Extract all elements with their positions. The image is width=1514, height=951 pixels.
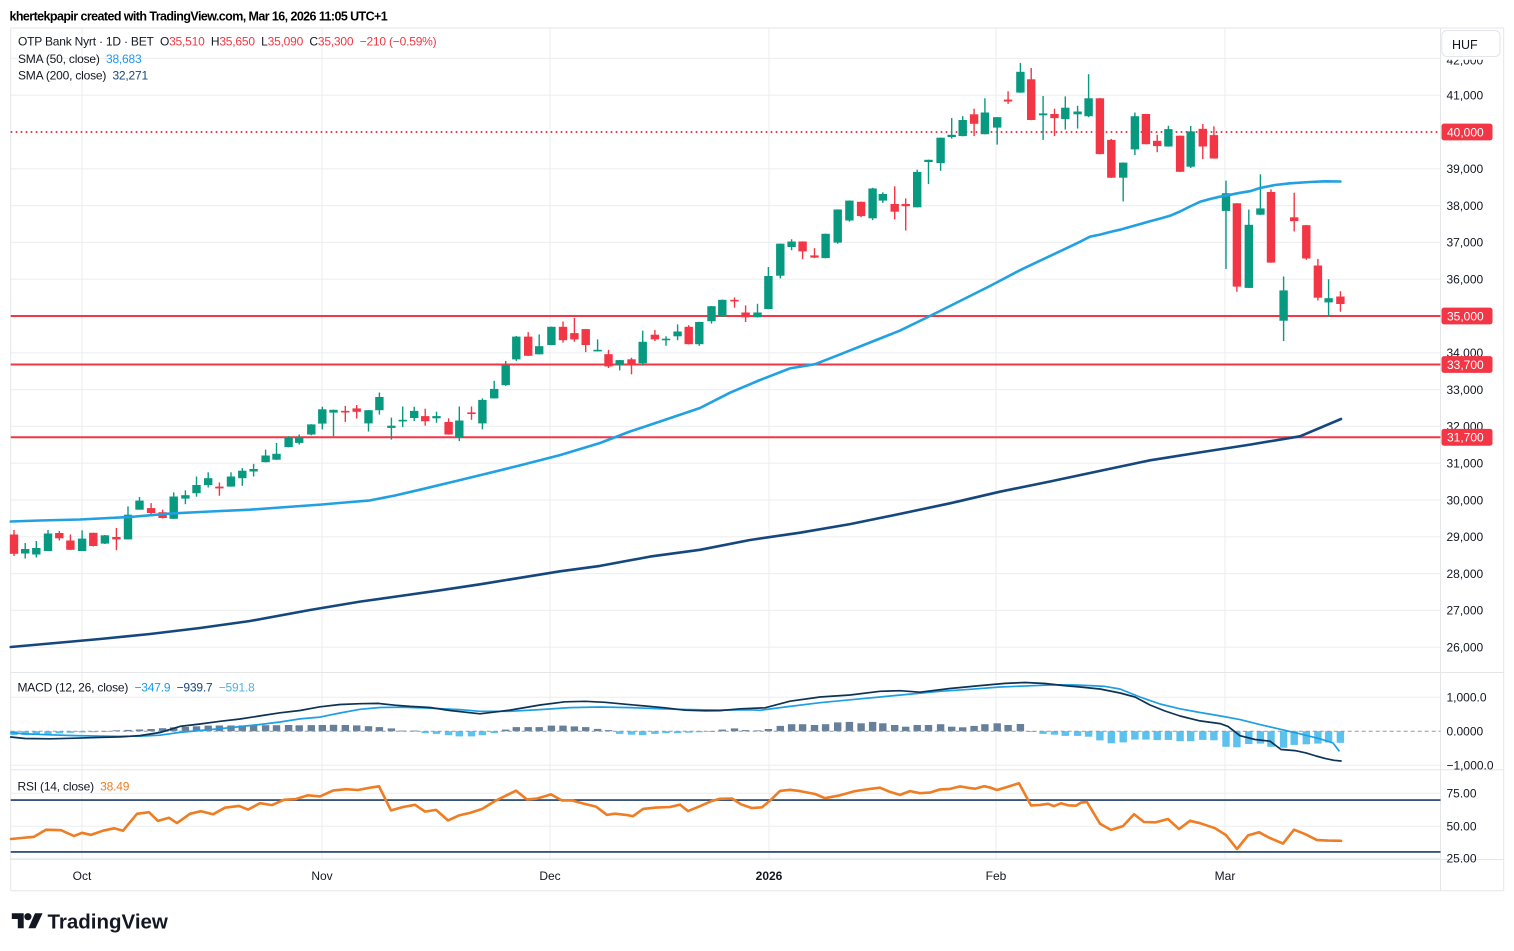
svg-text:42,000: 42,000	[1447, 54, 1484, 68]
svg-text:33,000: 33,000	[1447, 383, 1484, 397]
svg-text:RSI (14, close) 38.49: RSI (14, close) 38.49	[18, 780, 130, 794]
svg-text:Feb: Feb	[986, 869, 1007, 883]
svg-text:50.00: 50.00	[1447, 820, 1477, 834]
svg-text:31,000: 31,000	[1447, 457, 1484, 471]
svg-text:41,000: 41,000	[1447, 89, 1484, 103]
svg-text:0.0000: 0.0000	[1447, 725, 1484, 739]
svg-text:28,000: 28,000	[1447, 567, 1484, 581]
svg-text:OTP Bank Nyrt · 1D · BET O35,: OTP Bank Nyrt · 1D · BET O35,510 H35,650…	[18, 35, 437, 49]
svg-text:31,700: 31,700	[1447, 431, 1484, 445]
svg-text:35,000: 35,000	[1447, 309, 1484, 323]
svg-text:1,000.0: 1,000.0	[1447, 691, 1487, 705]
svg-text:HUF: HUF	[1452, 38, 1478, 52]
svg-text:33,700: 33,700	[1447, 358, 1484, 372]
svg-text:SMA (50, close) 38,683: SMA (50, close) 38,683	[18, 52, 142, 66]
svg-text:−1,000.0: −1,000.0	[1447, 759, 1494, 773]
svg-text:30,000: 30,000	[1447, 493, 1484, 507]
svg-text:25.00: 25.00	[1447, 852, 1477, 866]
svg-text:SMA (200, close) 32,271: SMA (200, close) 32,271	[18, 68, 148, 82]
svg-text:Oct: Oct	[73, 869, 92, 883]
svg-text:Nov: Nov	[311, 869, 332, 883]
svg-text:36,000: 36,000	[1447, 273, 1484, 287]
svg-text:26,000: 26,000	[1447, 641, 1484, 655]
svg-text:75.00: 75.00	[1447, 787, 1477, 801]
svg-text:29,000: 29,000	[1447, 530, 1484, 544]
svg-text:Mar: Mar	[1215, 869, 1236, 883]
svg-text:khertekpapir created with Trad: khertekpapir created with TradingView.co…	[10, 10, 388, 24]
svg-text:2026: 2026	[756, 869, 783, 883]
svg-text:40,000: 40,000	[1447, 125, 1484, 139]
svg-text:39,000: 39,000	[1447, 162, 1484, 176]
svg-text:TradingView: TradingView	[48, 911, 168, 934]
svg-text:27,000: 27,000	[1447, 604, 1484, 618]
svg-text:Dec: Dec	[539, 869, 560, 883]
svg-text:38,000: 38,000	[1447, 199, 1484, 213]
svg-text:MACD (12, 26, close) −347.9: MACD (12, 26, close) −347.9 −939.7 −591.…	[18, 681, 256, 695]
svg-text:37,000: 37,000	[1447, 236, 1484, 250]
